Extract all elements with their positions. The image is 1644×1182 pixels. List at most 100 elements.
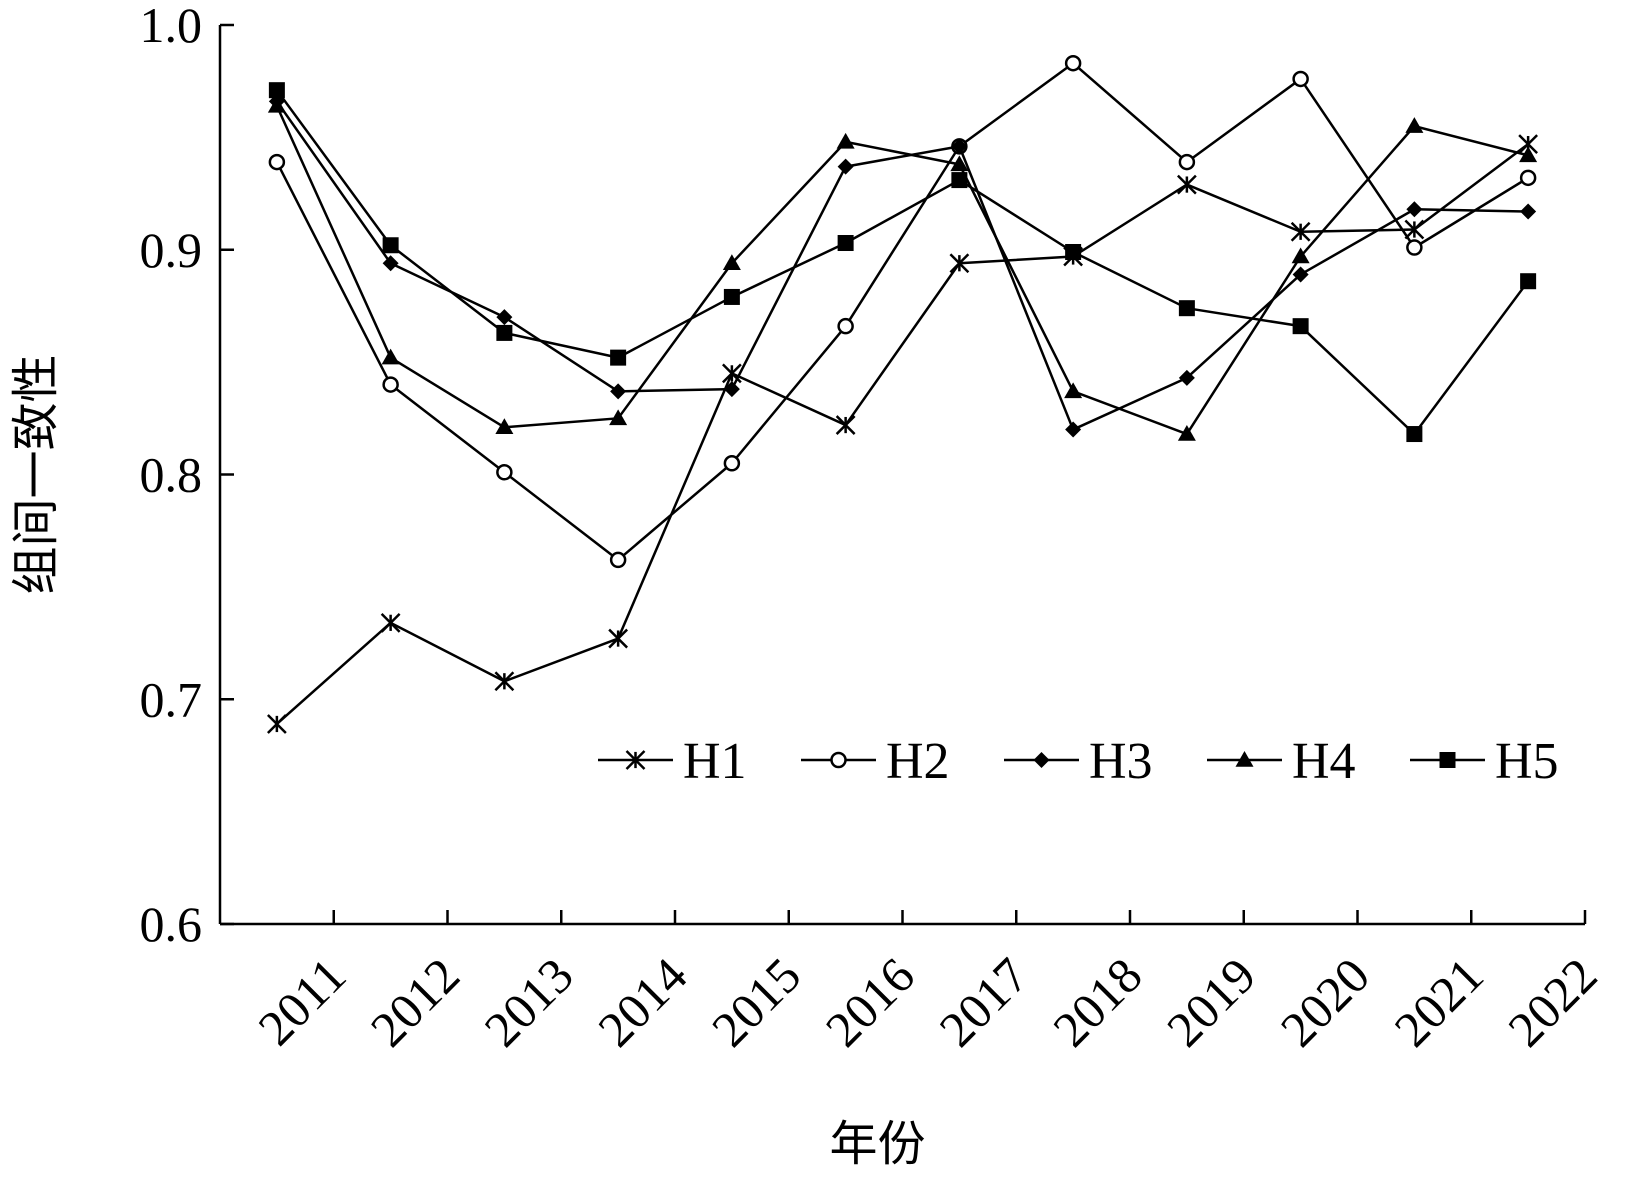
data-point-h2 <box>1064 54 1082 72</box>
legend-label: H5 <box>1495 733 1559 790</box>
legend-label: H3 <box>1089 733 1153 790</box>
data-point-h5 <box>723 288 740 305</box>
y-axis-title: 组间一致性 <box>8 354 64 594</box>
data-point-h4 <box>609 409 628 426</box>
x-tick-label: 2011 <box>247 947 356 1056</box>
data-point-h2 <box>723 455 741 472</box>
legend-item-h2: H2 <box>801 733 950 790</box>
y-tick-label: 0.9 <box>140 222 203 278</box>
series-line-h3 <box>275 100 1529 431</box>
data-point-h4 <box>1405 117 1424 133</box>
data-point-h4 <box>495 418 514 435</box>
data-point-h2 <box>496 464 513 481</box>
data-point-h4 <box>1291 247 1310 264</box>
data-point-h2 <box>1292 70 1309 88</box>
data-point-h4 <box>1177 425 1196 441</box>
data-point-h5 <box>951 172 968 189</box>
data-point-h4 <box>381 348 400 365</box>
data-point-h3 <box>382 255 399 272</box>
x-tick-label: 2022 <box>1497 947 1607 1057</box>
data-point-h3 <box>723 381 740 398</box>
data-point-h5 <box>837 235 854 252</box>
x-tick-label: 2016 <box>815 947 925 1057</box>
series-h1 <box>266 134 1539 734</box>
data-point-h1 <box>835 415 856 435</box>
data-point-h3 <box>1292 266 1309 283</box>
data-point-h2 <box>1406 239 1423 256</box>
legend-item-h4: H4 <box>1207 733 1356 790</box>
data-point-h3 <box>1520 203 1537 220</box>
legend-marker-h1 <box>625 750 646 770</box>
legend-label: H1 <box>683 733 747 790</box>
data-point-h5 <box>610 349 627 366</box>
data-point-h2 <box>1178 153 1196 171</box>
data-point-h4 <box>267 96 286 113</box>
x-tick-label: 2017 <box>928 947 1038 1057</box>
data-point-h4 <box>1519 146 1538 163</box>
x-axis-title: 年份 <box>829 1116 925 1172</box>
data-point-h4 <box>1064 382 1083 399</box>
data-point-h2 <box>609 551 627 569</box>
data-point-h5 <box>1178 300 1195 317</box>
data-point-h2 <box>837 317 854 335</box>
series-h2 <box>268 54 1537 569</box>
data-point-h5 <box>1406 426 1423 443</box>
data-point-h2 <box>1519 169 1537 187</box>
legend: H1 H2 H3 H4 H5 <box>598 733 1559 790</box>
data-point-h1 <box>494 671 515 692</box>
y-tick-label: 0.6 <box>140 896 203 952</box>
legend-marker-h3 <box>1033 752 1050 768</box>
data-point-h4 <box>722 254 741 270</box>
data-point-h3 <box>951 138 968 155</box>
data-point-h1 <box>1176 174 1197 195</box>
series-line-h5 <box>275 89 1530 436</box>
series-h4 <box>267 96 1538 441</box>
data-point-h3 <box>496 309 513 326</box>
legend-marker-h2 <box>830 751 847 769</box>
data-point-h5 <box>1520 273 1537 290</box>
legend-label: H2 <box>886 733 950 790</box>
y-tick-label: 1.0 <box>140 0 203 53</box>
data-point-h1 <box>1404 219 1425 240</box>
data-point-h1 <box>949 253 970 274</box>
legend-item-h3: H3 <box>1004 733 1153 790</box>
x-tick-label: 2019 <box>1156 947 1266 1057</box>
data-point-h3 <box>1406 201 1423 218</box>
x-tick-label: 2018 <box>1042 947 1152 1057</box>
data-point-h1 <box>608 628 629 649</box>
x-tick-label: 2021 <box>1383 947 1493 1057</box>
data-point-h5 <box>268 82 285 99</box>
series-line-h1 <box>276 143 1529 725</box>
legend-marker-h5 <box>1439 752 1456 768</box>
legend-item-h1: H1 <box>598 733 747 790</box>
data-point-h2 <box>268 153 286 171</box>
data-point-h1 <box>721 363 742 384</box>
data-point-h3 <box>1065 421 1082 438</box>
legend-label: H4 <box>1292 733 1356 790</box>
legend-marker-h4 <box>1235 751 1254 767</box>
data-point-h1 <box>1290 221 1311 242</box>
data-point-h5 <box>496 324 513 341</box>
data-point-h1 <box>266 714 287 734</box>
series-h5 <box>268 82 1537 443</box>
series-line-h4 <box>275 105 1529 436</box>
x-tick-label: 2015 <box>701 947 811 1057</box>
x-tick-label: 2013 <box>473 947 583 1057</box>
x-tick-label: 2012 <box>360 947 470 1057</box>
data-point-h5 <box>1292 318 1309 335</box>
series-line-h2 <box>275 61 1529 562</box>
data-point-h5 <box>1065 243 1082 260</box>
data-point-h1 <box>380 612 401 633</box>
data-point-h3 <box>1178 369 1195 386</box>
legend-item-h5: H5 <box>1410 733 1559 790</box>
x-tick-label: 2020 <box>1270 947 1380 1057</box>
data-point-h5 <box>382 237 399 254</box>
data-point-h4 <box>950 155 969 172</box>
x-tick-label: 2014 <box>587 947 697 1057</box>
data-point-h3 <box>610 383 627 400</box>
y-tick-label: 0.8 <box>140 447 203 503</box>
data-point-h3 <box>837 158 854 175</box>
y-tick-label: 0.7 <box>140 671 203 727</box>
